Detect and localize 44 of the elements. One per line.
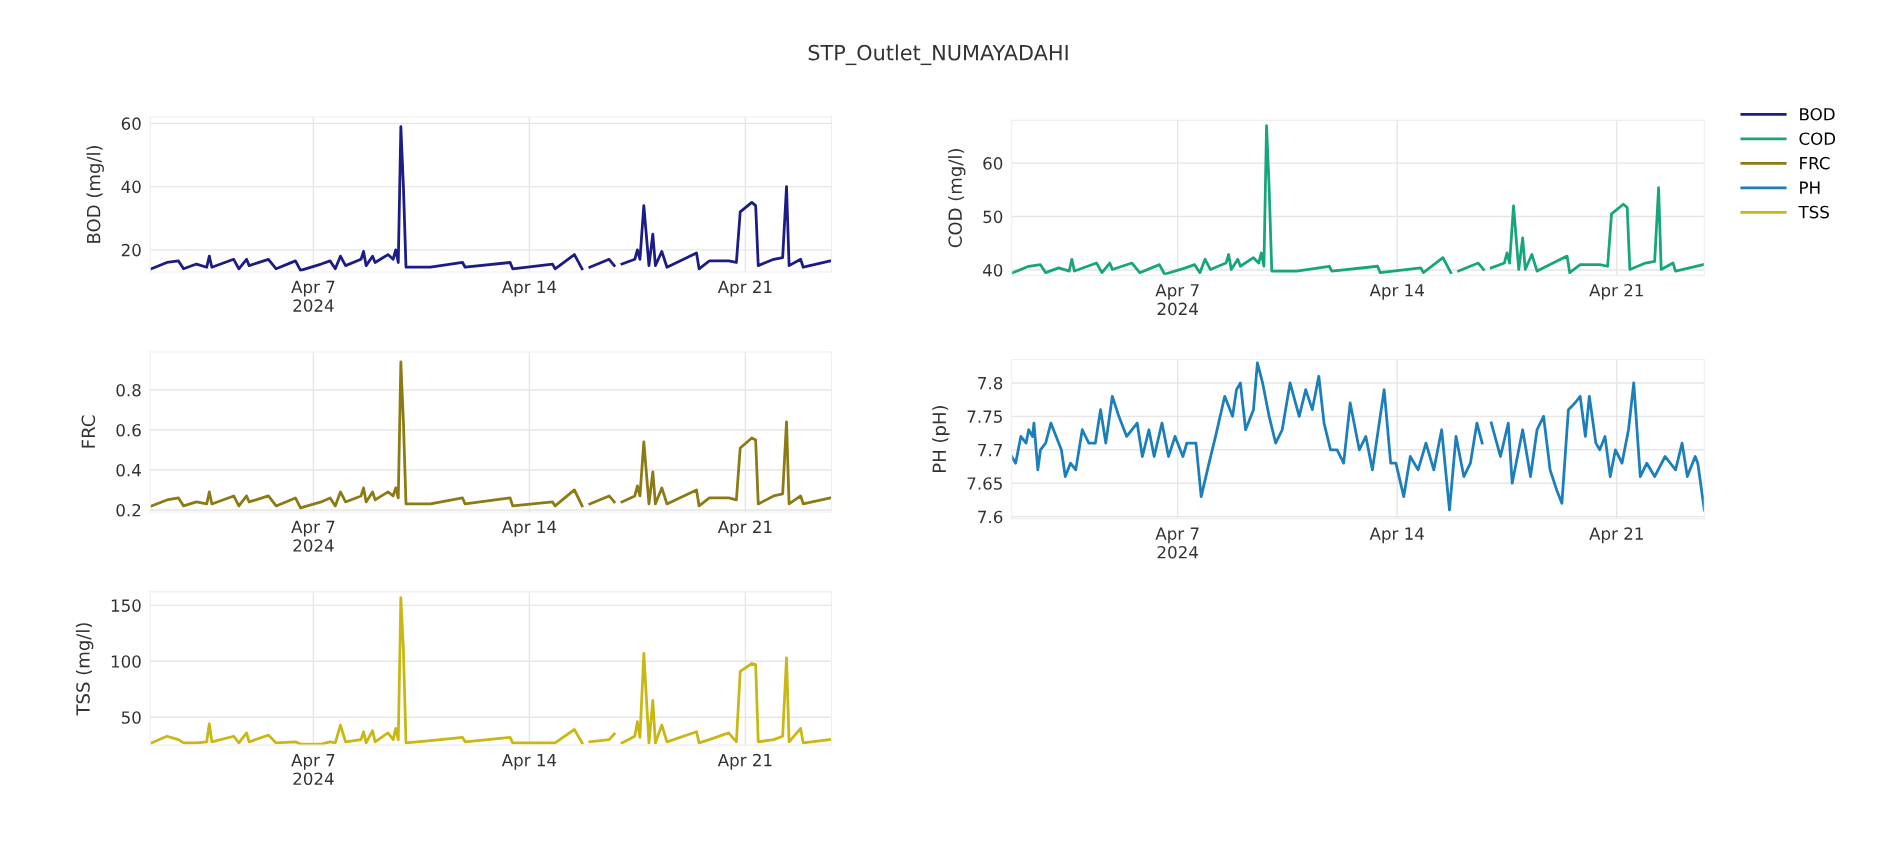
- legend-label: TSS: [1798, 205, 1829, 219]
- x-tick-label: Apr 21: [717, 520, 772, 537]
- x-tick-label: Apr 21: [1589, 283, 1643, 300]
- y-tick-label: 7.7: [978, 443, 1002, 457]
- x-tick-label: Apr 14: [501, 280, 557, 297]
- y-tick-label: 0.8: [116, 383, 141, 397]
- x-tick-label: Apr 7 2024: [291, 520, 335, 552]
- y-tick-label: 50: [983, 210, 1003, 224]
- y-tick-label: 50: [121, 711, 141, 724]
- x-tick-label: Apr 21: [717, 753, 772, 770]
- legend-label: COD: [1799, 132, 1836, 145]
- x-tick-label: Apr 14: [1369, 284, 1424, 300]
- x-tick-label: Apr 14: [1369, 527, 1424, 544]
- x-tick-label: Apr 7 2024: [1155, 284, 1199, 316]
- text: STP_Outlet_NUMAYADAHI: [808, 44, 1068, 66]
- legend-label: FRC: [1800, 156, 1830, 170]
- legend-label: BOD: [1800, 107, 1835, 121]
- y-tick-label: 7.75: [967, 410, 1002, 423]
- y-axis-title: TSS (mg/l): [75, 623, 94, 716]
- y-tick-label: 0.4: [116, 463, 141, 477]
- y-tick-label: 40: [982, 263, 1003, 277]
- x-tick-label: Apr 7 2024: [1155, 527, 1199, 559]
- y-tick-label: 60: [983, 157, 1003, 170]
- y-axis-title: BOD (mg/l): [86, 145, 104, 243]
- y-tick-label: 7.8: [978, 376, 1003, 390]
- legend-label: PH: [1800, 181, 1820, 194]
- y-axis-title: COD (mg/l): [948, 149, 966, 248]
- y-tick-label: 7.65: [967, 477, 1002, 490]
- x-tick-label: Apr 7 2024: [291, 280, 335, 312]
- y-tick-label: 0.2: [116, 503, 141, 517]
- y-axis-title: FRC: [81, 415, 96, 448]
- y-tick-label: 150: [111, 599, 141, 612]
- y-tick-label: 0.6: [116, 423, 141, 437]
- x-tick-label: Apr 14: [501, 754, 557, 770]
- x-tick-label: Apr 14: [501, 520, 557, 537]
- x-tick-label: Apr 21: [717, 280, 772, 297]
- y-tick-label: 7.6: [978, 510, 1003, 524]
- y-tick-label: 100: [111, 655, 141, 668]
- y-axis-title: PH (pH): [932, 405, 950, 472]
- x-tick-label: Apr 7 2024: [291, 754, 335, 786]
- y-tick-label: 40: [121, 180, 141, 194]
- y-tick-label: 60: [121, 117, 141, 130]
- y-tick-label: 20: [121, 243, 141, 257]
- x-tick-label: Apr 21: [1589, 527, 1643, 544]
